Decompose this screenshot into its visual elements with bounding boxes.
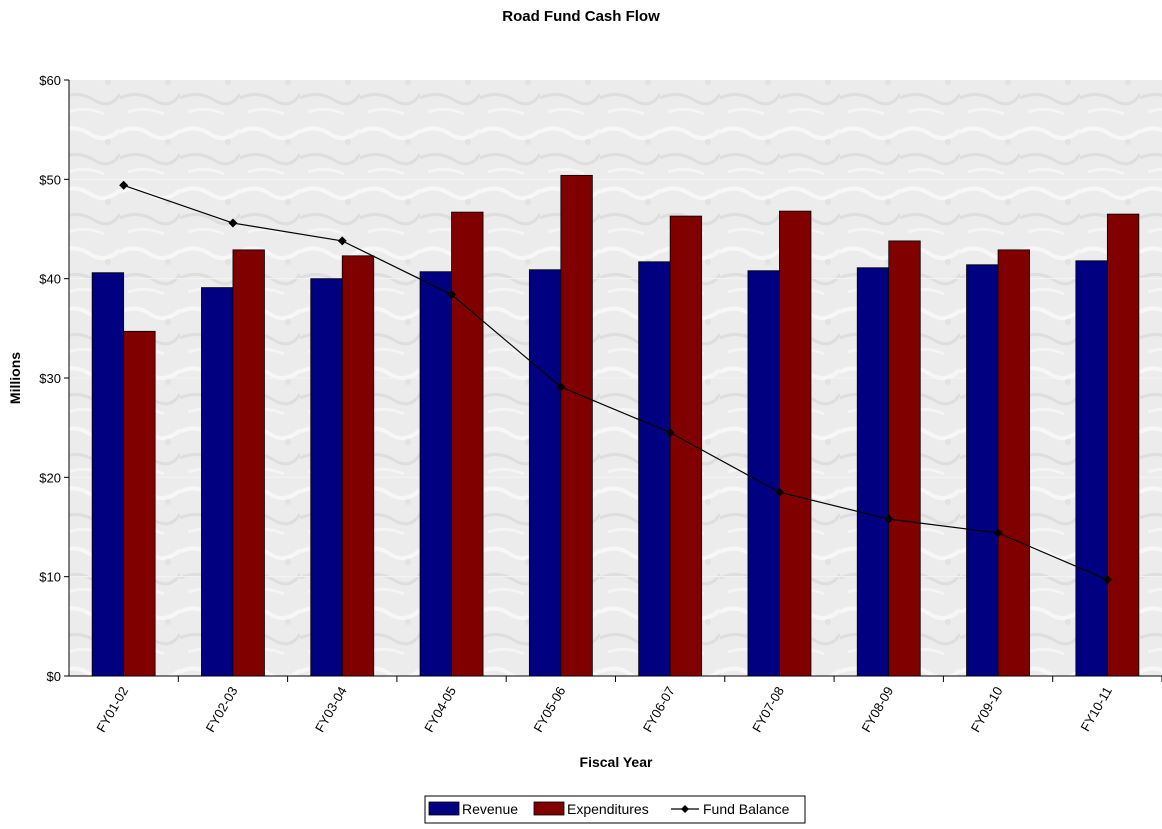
legend-label-fund-balance: Fund Balance <box>703 801 790 817</box>
legend-swatch-expenditures <box>533 801 565 816</box>
revenue-bar <box>638 261 671 677</box>
revenue-bar <box>419 271 452 677</box>
legend-marker-fund-balance <box>681 805 689 813</box>
expenditures-bar <box>669 215 703 677</box>
fund-balance-point <box>228 218 238 228</box>
y-tick-label: $60 <box>39 73 61 88</box>
x-tick-label: FY02-03 <box>203 684 241 735</box>
expenditures-bar <box>997 249 1030 677</box>
x-tick-label: FY04-05 <box>421 684 459 735</box>
y-tick-label: $10 <box>39 570 61 585</box>
fund-balance-point <box>556 382 566 392</box>
expenditures-bar <box>232 249 265 677</box>
revenue-bar <box>856 267 890 677</box>
revenue-bar <box>747 270 780 677</box>
x-tick-label: FY01-02 <box>93 684 131 735</box>
fund-balance-point <box>993 528 1003 538</box>
legend-swatch-revenue <box>428 801 460 816</box>
expenditures-bar <box>123 330 156 677</box>
y-tick-label: $30 <box>39 371 61 386</box>
y-axis-title: Millions <box>7 352 23 404</box>
fund-balance-point <box>119 180 129 190</box>
fund-balance-point <box>337 236 347 246</box>
legend-label-expenditures: Expenditures <box>567 801 649 817</box>
revenue-bar <box>1075 260 1108 677</box>
legend: Revenue Expenditures Fund Balance <box>424 795 806 824</box>
y-tick-label: $40 <box>39 272 61 287</box>
x-tick-label: FY08-09 <box>858 684 896 735</box>
expenditures-bar <box>1106 213 1140 677</box>
x-tick-label: FY07-08 <box>749 684 787 735</box>
legend-label-revenue: Revenue <box>462 801 518 817</box>
legend-box <box>424 795 806 824</box>
y-tick-label: $0 <box>47 669 61 684</box>
x-axis-title: Fiscal Year <box>580 754 653 770</box>
expenditures-bar <box>779 210 812 677</box>
y-tick-label: $50 <box>39 172 61 187</box>
revenue-bar <box>310 278 343 677</box>
fund-balance-point <box>1102 575 1112 585</box>
fund-balance-point <box>447 290 457 300</box>
x-tick-label: FY03-04 <box>312 684 350 735</box>
x-tick-label: FY06-07 <box>640 684 678 735</box>
expenditures-bar <box>888 240 921 677</box>
revenue-bar <box>966 264 999 677</box>
x-tick-label: FY09-10 <box>968 684 1006 735</box>
fund-balance-line <box>123 184 1108 581</box>
fund-balance-point <box>665 428 675 438</box>
y-tick-label: $20 <box>39 470 61 485</box>
expenditures-bar <box>560 174 593 677</box>
x-tick-label: FY05-06 <box>531 684 569 735</box>
revenue-bar <box>528 269 562 677</box>
revenue-bar <box>91 272 125 677</box>
revenue-bar <box>201 287 234 677</box>
chart-title: Road Fund Cash Flow <box>502 8 660 25</box>
expenditures-bar <box>341 255 375 677</box>
expenditures-bar <box>451 211 484 677</box>
fund-balance-point <box>774 487 784 497</box>
fund-balance-point <box>884 514 894 524</box>
x-tick-label: FY10-11 <box>1078 684 1115 734</box>
